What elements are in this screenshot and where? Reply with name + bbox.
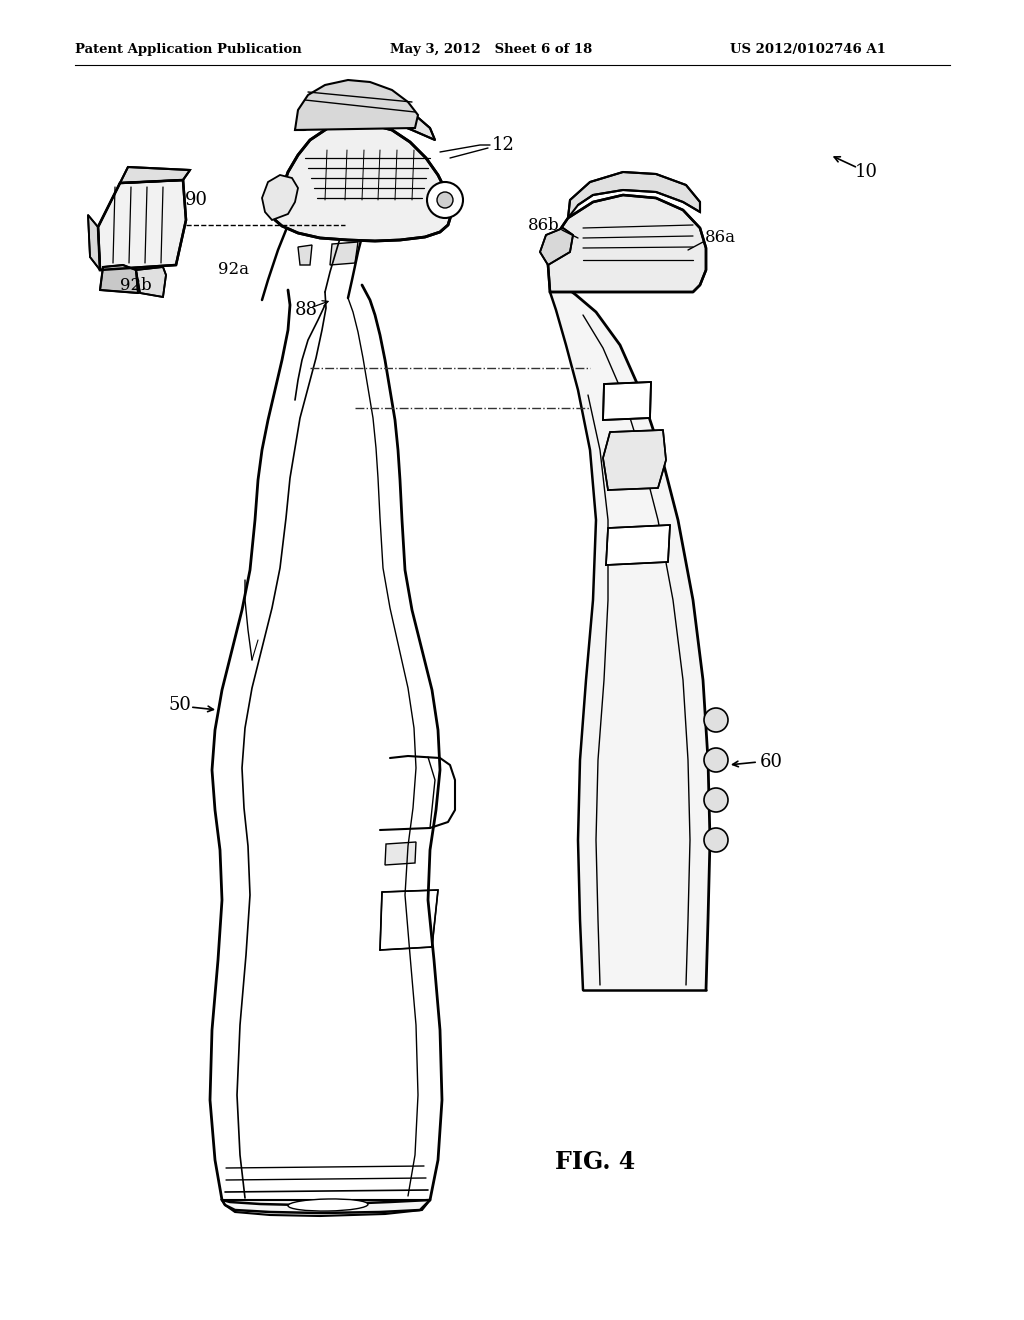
Polygon shape xyxy=(298,246,312,265)
Polygon shape xyxy=(603,430,666,490)
Polygon shape xyxy=(136,267,166,297)
Polygon shape xyxy=(295,95,435,140)
Text: May 3, 2012   Sheet 6 of 18: May 3, 2012 Sheet 6 of 18 xyxy=(390,44,592,57)
Polygon shape xyxy=(330,242,358,265)
Text: 86b: 86b xyxy=(528,216,560,234)
Circle shape xyxy=(705,748,728,772)
Circle shape xyxy=(427,182,463,218)
Polygon shape xyxy=(380,890,438,950)
Ellipse shape xyxy=(288,1199,368,1210)
Text: 90: 90 xyxy=(185,191,208,209)
Polygon shape xyxy=(88,215,100,271)
Text: 86a: 86a xyxy=(705,230,736,247)
Text: FIG. 4: FIG. 4 xyxy=(555,1150,635,1173)
Text: 92b: 92b xyxy=(120,276,152,293)
Text: 88: 88 xyxy=(295,301,318,319)
Polygon shape xyxy=(100,265,138,293)
Circle shape xyxy=(437,191,453,209)
Polygon shape xyxy=(385,842,416,865)
Text: 50: 50 xyxy=(168,696,190,714)
Polygon shape xyxy=(120,168,190,183)
Text: 60: 60 xyxy=(760,752,783,771)
Polygon shape xyxy=(262,176,298,220)
Polygon shape xyxy=(606,525,670,565)
Polygon shape xyxy=(548,195,706,292)
Polygon shape xyxy=(568,172,700,218)
Polygon shape xyxy=(98,180,186,271)
Circle shape xyxy=(705,828,728,851)
Polygon shape xyxy=(295,81,418,129)
Text: Patent Application Publication: Patent Application Publication xyxy=(75,44,302,57)
Polygon shape xyxy=(275,121,452,242)
Polygon shape xyxy=(603,381,651,420)
Polygon shape xyxy=(550,285,710,990)
Text: 92a: 92a xyxy=(218,261,249,279)
Text: 10: 10 xyxy=(855,162,878,181)
Text: 12: 12 xyxy=(492,136,515,154)
Polygon shape xyxy=(540,228,573,265)
Circle shape xyxy=(705,708,728,733)
Text: US 2012/0102746 A1: US 2012/0102746 A1 xyxy=(730,44,886,57)
Polygon shape xyxy=(222,1200,430,1216)
Circle shape xyxy=(705,788,728,812)
